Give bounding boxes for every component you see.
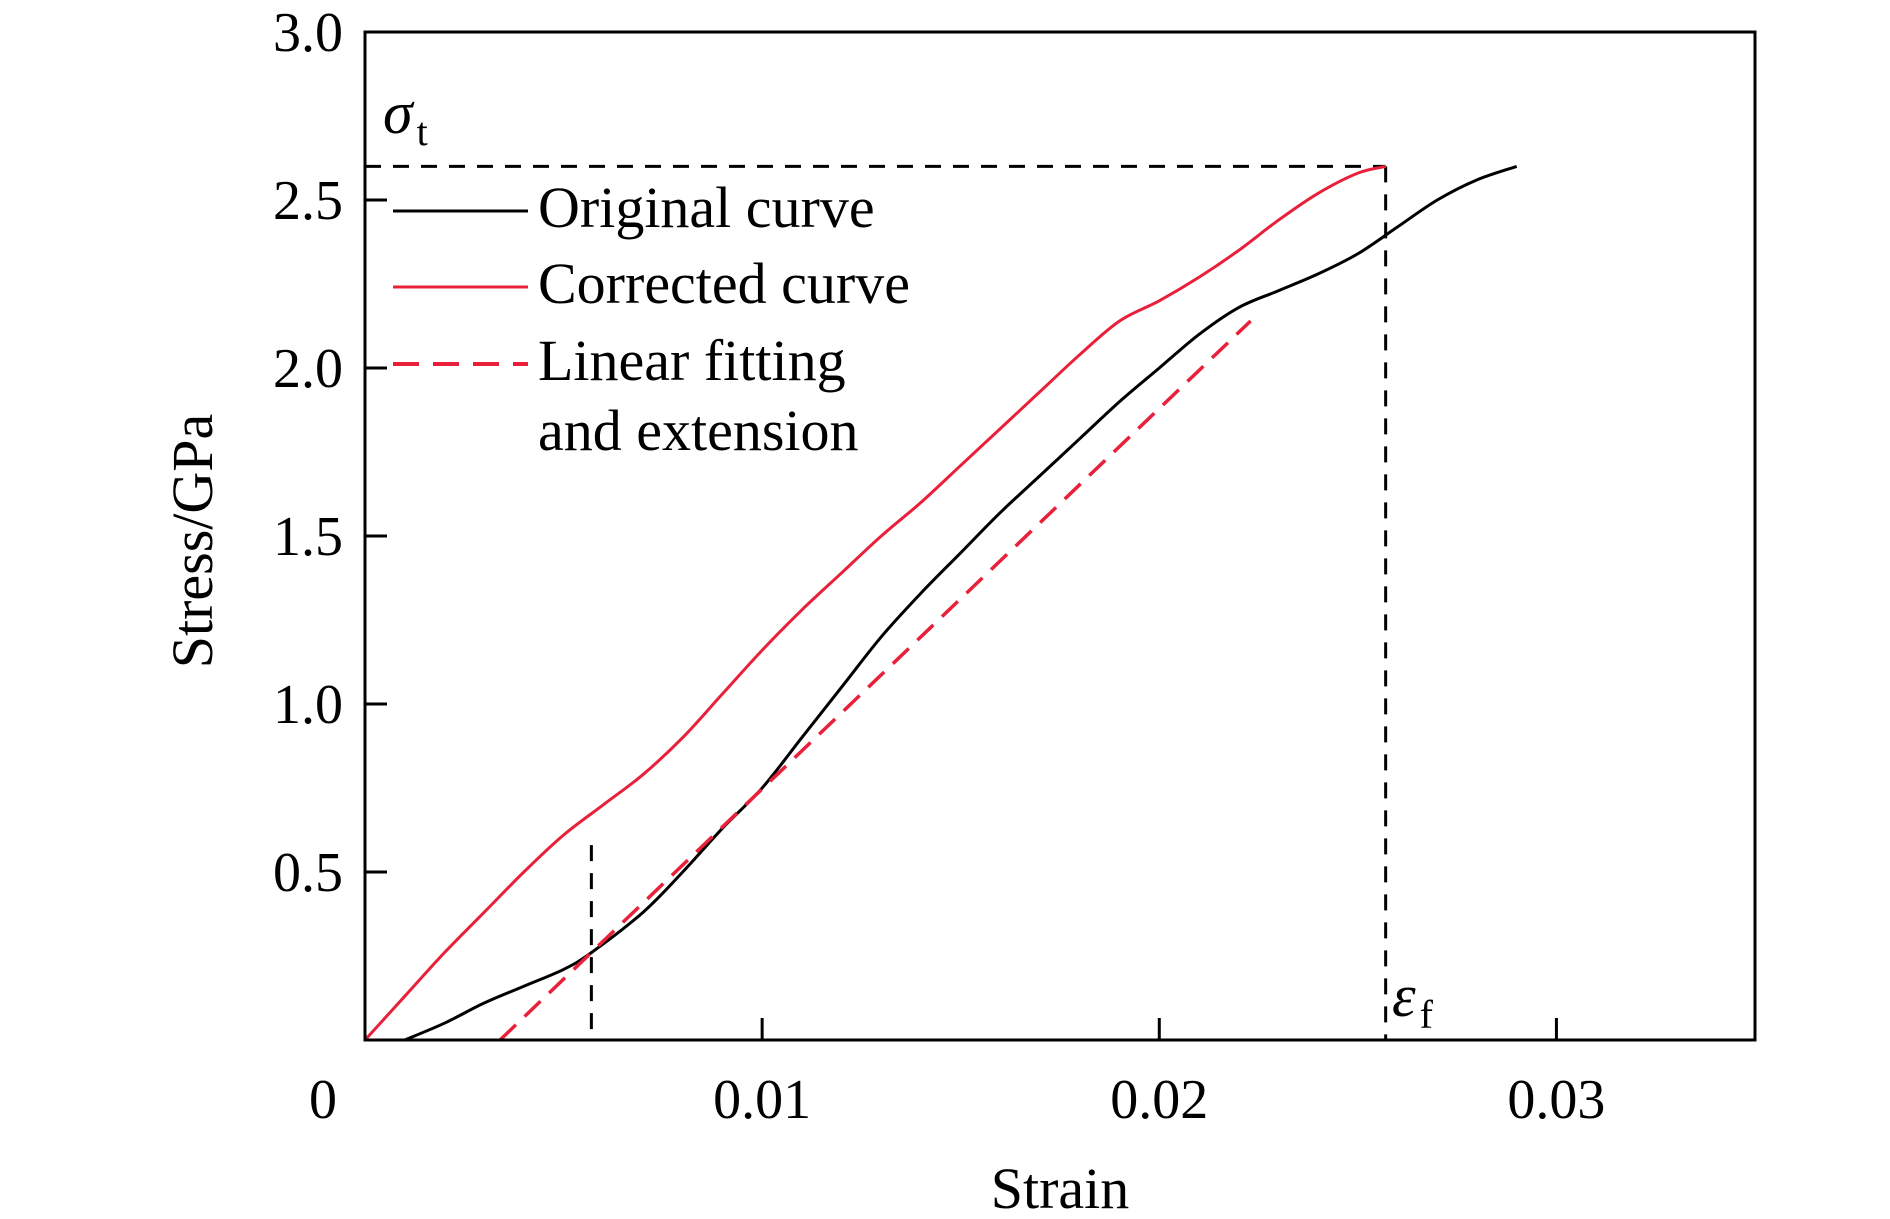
- y-tick-label: 0.5: [273, 842, 343, 904]
- legend-label-line: Original curve: [538, 175, 875, 240]
- y-axis-title: Stress/GPa: [160, 414, 225, 669]
- y-tick-label: 1.0: [273, 674, 343, 736]
- legend-label-line: Linear fitting: [538, 328, 846, 393]
- legend-linear-label: Linear fitting and extension: [538, 328, 859, 463]
- linear-fit-line: [498, 319, 1252, 1042]
- legend: Original curve Corrected curve Linear fitt…: [393, 175, 910, 463]
- y-tick-label: 2.0: [273, 338, 343, 400]
- epsilon-f-label-symbol: ε: [1392, 963, 1416, 1029]
- x-tick-label: 0.03: [1507, 1069, 1605, 1131]
- y-tick-label: 1.5: [273, 506, 343, 568]
- legend-label-line: and extension: [538, 398, 859, 463]
- legend-corrected-label: Corrected curve: [538, 251, 910, 316]
- y-tick-label: 2.5: [273, 170, 343, 232]
- corrected-curve-line: [363, 164, 1387, 1042]
- series-group: [363, 164, 1518, 1042]
- origin-tick-label: 0: [309, 1069, 337, 1131]
- y-tick-label: 3.0: [273, 2, 343, 64]
- x-tick-label: 0.02: [1110, 1069, 1208, 1131]
- sigma-t-label-symbol: σ: [383, 80, 415, 146]
- legend-label-line: Corrected curve: [538, 251, 910, 316]
- legend-original-label: Original curve: [538, 175, 875, 240]
- axis-ticks: 0.01 0.02 0.03 0 0.5 1.0 1.5 2.0 2.5 3.0: [273, 2, 1605, 1131]
- epsilon-f-label-subscript: f: [1420, 992, 1434, 1037]
- sigma-t-label-subscript: t: [417, 109, 428, 154]
- x-tick-label: 0.01: [713, 1069, 811, 1131]
- annotations: σ t ε f: [383, 80, 1434, 1037]
- x-axis-title: Strain: [991, 1156, 1130, 1214]
- reference-lines: [365, 164, 1388, 1040]
